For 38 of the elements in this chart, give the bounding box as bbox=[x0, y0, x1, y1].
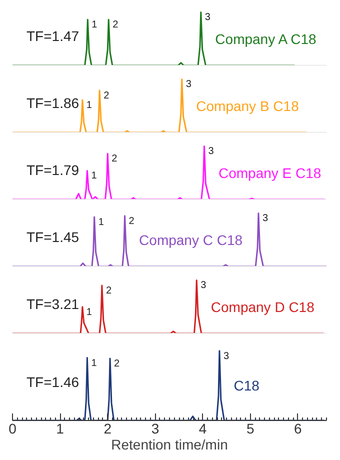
x-tick-label: 2 bbox=[104, 420, 112, 436]
annotation: TF=1.45 bbox=[26, 229, 80, 246]
annotation: 1 bbox=[92, 20, 98, 31]
series-label: C18 bbox=[234, 378, 260, 394]
annotation: 1 bbox=[86, 100, 92, 111]
series-label: Company A C18 bbox=[215, 30, 317, 47]
annotation: TF=1.46 bbox=[26, 374, 80, 390]
series-label: Company E C18 bbox=[218, 164, 322, 181]
x-tick-label: 6 bbox=[294, 420, 302, 436]
annotation: 1 bbox=[86, 306, 92, 318]
x-axis-title: Retention time/min bbox=[111, 436, 228, 452]
annotation: 3 bbox=[204, 12, 211, 24]
annotation: 3 bbox=[223, 350, 230, 362]
annotation: 3 bbox=[186, 79, 192, 90]
annotation: 2 bbox=[104, 90, 110, 102]
annotation: 2 bbox=[112, 20, 119, 31]
x-tick-label: 1 bbox=[56, 420, 64, 436]
annotation: 3 bbox=[200, 280, 207, 292]
x-tick-label: 4 bbox=[198, 420, 207, 436]
x-tick-label: 3 bbox=[151, 420, 160, 436]
annotation: TF=1.86 bbox=[26, 95, 80, 112]
series-label: Company B C18 bbox=[196, 98, 300, 114]
annotation: 2 bbox=[106, 286, 112, 297]
annotation: TF=1.79 bbox=[26, 162, 80, 178]
annotation: 2 bbox=[112, 154, 118, 165]
x-tick-label: 5 bbox=[246, 420, 254, 436]
annotation: 3 bbox=[262, 213, 268, 224]
x-tick-label: 0 bbox=[8, 420, 17, 436]
annotation: 1 bbox=[91, 170, 98, 182]
annotation: 1 bbox=[91, 358, 98, 369]
series-label: Company D C18 bbox=[210, 298, 315, 315]
annotation: 2 bbox=[114, 358, 120, 370]
annotation: TF=3.21 bbox=[26, 296, 80, 312]
annotation: TF=1.47 bbox=[26, 28, 80, 44]
annotation: 1 bbox=[98, 216, 104, 228]
series-label: Company C C18 bbox=[139, 232, 243, 248]
annotation: 3 bbox=[208, 146, 214, 158]
annotation: 2 bbox=[128, 216, 135, 227]
